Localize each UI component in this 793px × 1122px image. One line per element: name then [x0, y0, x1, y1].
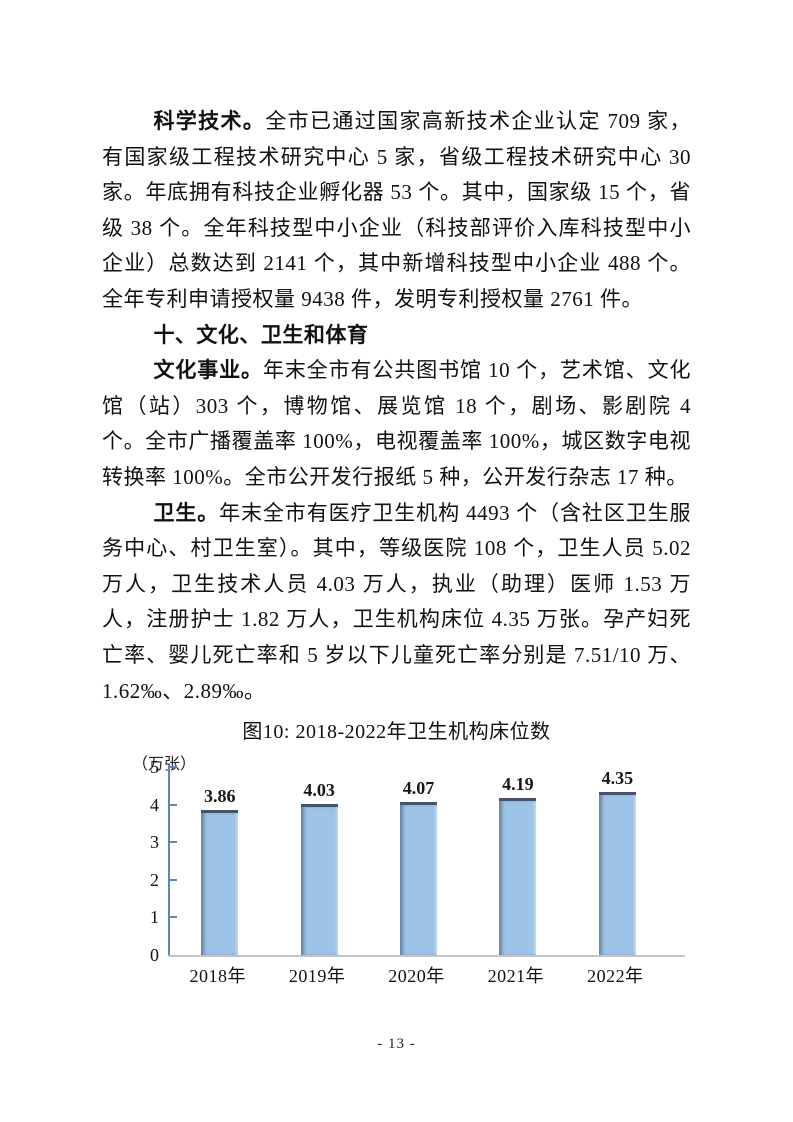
x-axis-label-2021年: 2021年: [487, 966, 545, 987]
paragraph-health: 卫生。年末全市有医疗卫生机构 4493 个（含社区卫生服务中心、村卫生室）。其中…: [102, 496, 691, 710]
x-axis-label-2022年: 2022年: [587, 966, 644, 987]
y-axis-tick-mark: [170, 803, 177, 806]
chart-x-axis-line: [168, 955, 685, 958]
y-axis-tick-label: 1: [150, 907, 159, 928]
bar-value-label: 4.35: [601, 767, 634, 788]
x-axis-label-2019年: 2019年: [288, 966, 346, 987]
paragraph-body-science: 全市已通过国家高新技术企业认定 709 家，有国家级工程技术研究中心 5 家，省…: [102, 109, 692, 311]
page-number: - 13 -: [377, 1036, 416, 1052]
paragraph-body-health: 年末全市有医疗卫生机构 4493 个（含社区卫生服务中心、村卫生室）。其中，等级…: [102, 500, 692, 703]
bar-value-label: 4.07: [402, 778, 435, 799]
y-axis-tick-mark: [170, 916, 177, 919]
chart-bars: 3.86 4.03 4.07 4.19 4.35: [170, 767, 667, 956]
bar-value-label: 4.19: [502, 773, 534, 794]
paragraph-lead-health: 卫生。: [153, 500, 220, 525]
x-axis-label-2020年: 2020年: [388, 966, 445, 987]
chart-bar-slot: 4.19: [468, 767, 567, 956]
chart-bar-2019年: 4.03: [300, 780, 338, 956]
paragraph-body-culture: 年末全市有公共图书馆 10 个，艺术馆、文化馆（站）303 个，博物馆、展览馆 …: [102, 358, 692, 489]
chart-title: 图10: 2018-2022年卫生机构床位数: [242, 721, 551, 744]
bar-value-label: 4.03: [303, 779, 335, 800]
chart-bar-2020年: 4.07: [400, 778, 438, 956]
y-axis-tick-label: 2: [150, 869, 159, 890]
paragraph-science-technology: 科学技术。全市已通过国家高新技术企业认定 709 家，有国家级工程技术研究中心 …: [102, 104, 691, 318]
chart-plot-area: 3.86 4.03 4.07 4.19 4.35 0 1 2 3 4 5: [150, 758, 685, 964]
y-axis-tick-label: 5: [150, 757, 159, 778]
chart-bar-2021年: 4.19: [499, 774, 537, 956]
chart-bar-slot: 4.03: [269, 767, 368, 956]
chart-bar-2022年: 4.35: [598, 768, 636, 956]
paragraph-culture: 文化事业。年末全市有公共图书馆 10 个，艺术馆、文化馆（站）303 个，博物馆…: [102, 353, 691, 495]
y-axis-tick-mark: [170, 841, 177, 844]
section-heading-culture-health-sports: 十、文化、卫生和体育: [153, 322, 369, 347]
chart-bar-2018年: 3.86: [201, 786, 239, 956]
chart-unit-label: （万张）: [132, 756, 197, 774]
y-axis-tick-mark: [170, 878, 177, 881]
y-axis-tick-label: 0: [150, 945, 159, 966]
y-axis-tick-label: 4: [150, 794, 159, 815]
chart-bar-slot: 3.86: [170, 767, 269, 956]
chart-x-axis-labels: 2018年 2019年 2020年 2021年 2022年: [168, 962, 665, 988]
chart-bar-slot: 4.35: [568, 767, 667, 956]
page-content: 科学技术。全市已通过国家高新技术企业认定 709 家，有国家级工程技术研究中心 …: [102, 104, 691, 986]
paragraph-lead-science: 科学技术。: [153, 109, 266, 133]
paragraph-lead-culture: 文化事业。: [153, 358, 263, 383]
x-axis-label-2018年: 2018年: [189, 966, 246, 987]
chart-bar-slot: 4.07: [369, 767, 468, 956]
y-axis-tick-label: 3: [150, 832, 159, 853]
y-axis-tick-mark: [170, 766, 177, 769]
bar-value-label: 3.86: [203, 785, 236, 806]
